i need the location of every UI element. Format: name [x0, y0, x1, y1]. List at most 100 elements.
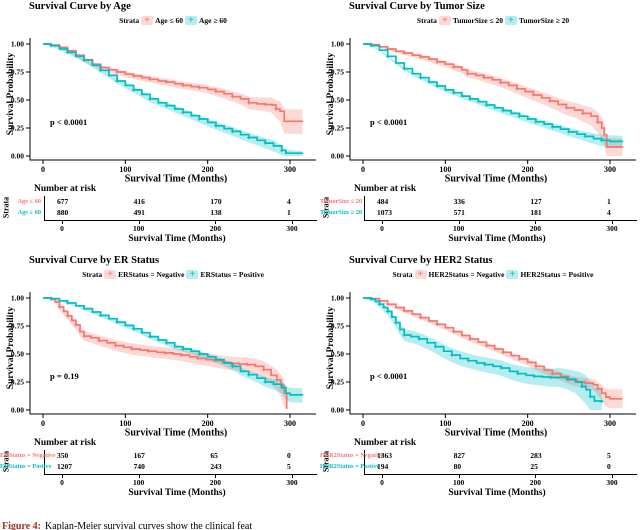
panel-age: Survival Curve by Age Strata + Age ≤ 60 …: [0, 1, 320, 254]
risk-row-label: HER2Status = Negative: [320, 452, 384, 459]
legend-label: TumorSize ≤ 20: [452, 16, 503, 25]
risk-count: 5: [607, 451, 611, 460]
risk-count: 1: [287, 208, 291, 217]
risk-tick-label: 300: [606, 478, 618, 487]
risk-count: 491: [133, 208, 145, 217]
censor-mark: [548, 99, 552, 103]
censor-mark: [65, 301, 70, 305]
risk-axis: [364, 220, 637, 221]
censor-plus-icon: +: [438, 16, 451, 26]
risk-row-label: Age ≤ 60: [17, 198, 41, 205]
risk-tick-label: 100: [133, 224, 145, 233]
x-tick-label: 300: [604, 165, 616, 174]
censor-mark: [214, 124, 218, 128]
risk-x-axis-label: Survival Time (Months): [128, 234, 226, 244]
censor-mark: [181, 110, 185, 115]
censor-mark: [550, 125, 555, 129]
censor-mark: [65, 314, 70, 318]
censor-mark: [163, 351, 167, 355]
risk-tick-label: 300: [286, 478, 298, 487]
censor-mark: [433, 344, 438, 349]
survival-plot: 0.00 0.25 0.50 0.75 1.00 0 100 200 300 Survival T…: [11, 292, 316, 438]
risk-axis-bar: [364, 196, 365, 220]
legend-title: Strata: [82, 270, 103, 279]
censor-mark: [98, 313, 103, 318]
risk-axis-bar: [364, 450, 365, 474]
censor-mark: [588, 394, 592, 399]
censor-mark: [181, 83, 185, 88]
censor-mark: [548, 375, 553, 380]
censor-mark: [402, 333, 406, 337]
risk-count: 4: [607, 208, 611, 217]
risk-tick-label: 0: [60, 224, 64, 233]
y-tick-label: 1.00: [11, 294, 24, 303]
censor-mark: [247, 372, 251, 377]
p-value: p < 0.0001: [370, 371, 407, 381]
censor-mark: [49, 43, 53, 48]
censor-mark: [435, 322, 439, 327]
y-tick-label: 0.75: [331, 68, 344, 77]
censor-mark: [517, 114, 522, 118]
risk-count: 827: [453, 451, 465, 460]
censor-mark: [181, 347, 185, 351]
censor-mark: [275, 378, 279, 382]
censor-mark: [214, 357, 218, 362]
censor-plus-icon: +: [186, 270, 199, 280]
x-axis-label: Survival Time (Months): [445, 174, 547, 184]
x-tick-label: 300: [284, 165, 296, 174]
risk-row: Age ≥ 60 880 491 138 1: [0, 207, 318, 218]
censor-mark: [247, 101, 251, 105]
risk-count: 4: [287, 197, 291, 206]
censor-mark: [581, 111, 585, 116]
censor-mark: [115, 70, 119, 74]
x-tick-label: 300: [604, 419, 616, 428]
risk-table: Number at risk Strata HER2Status = Negat…: [320, 438, 640, 508]
y-tick-label: 0.25: [331, 378, 344, 387]
censor-mark: [97, 338, 101, 343]
censor-mark: [196, 356, 200, 361]
legend: Strata + ERStatus = Negative + ERStatus …: [30, 270, 316, 280]
survival-curve: [43, 43, 304, 155]
risk-count: 243: [210, 462, 222, 471]
censor-mark: [402, 66, 406, 71]
y-tick-label: 1.00: [11, 40, 24, 49]
censor-mark: [394, 320, 398, 325]
censor-mark: [197, 352, 202, 356]
axes: [29, 292, 316, 415]
legend-key: + HER2Status = Positive: [506, 270, 593, 280]
censor-mark: [450, 353, 454, 357]
risk-count: 138: [210, 208, 222, 217]
censor-mark: [484, 103, 489, 107]
y-tick-label: 0.75: [11, 68, 24, 77]
risk-count: 571: [453, 208, 465, 217]
x-tick-label: 300: [284, 419, 296, 428]
risk-count: 677: [57, 197, 69, 206]
censor-mark: [263, 102, 268, 107]
y-tick-label: 0.50: [11, 96, 24, 105]
risk-count: 127: [530, 197, 542, 206]
x-tick-label: 200: [522, 165, 534, 174]
censor-mark: [148, 334, 152, 339]
censor-mark: [583, 134, 588, 139]
risk-axis-tick: [292, 475, 293, 478]
risk-x-axis-label: Survival Time (Months): [448, 488, 546, 498]
censor-plus-icon: +: [141, 16, 154, 26]
x-tick-label: 100: [119, 419, 131, 428]
censor-mark: [148, 77, 152, 82]
censor-mark: [263, 380, 268, 384]
risk-axis: [44, 220, 317, 221]
censor-mark: [451, 329, 456, 334]
censor-mark: [501, 108, 505, 113]
censor-mark: [131, 74, 136, 78]
censor-mark: [197, 117, 202, 121]
axes: [29, 38, 316, 161]
x-axis-label: Survival Time (Months): [125, 428, 227, 438]
risk-tick-label: 200: [529, 224, 541, 233]
ci-band: [363, 298, 602, 410]
risk-axis-tick: [382, 475, 383, 478]
x-tick-label: 0: [361, 419, 365, 428]
censor-mark: [418, 75, 423, 80]
censor-mark: [600, 399, 604, 404]
censor-mark: [564, 106, 569, 110]
